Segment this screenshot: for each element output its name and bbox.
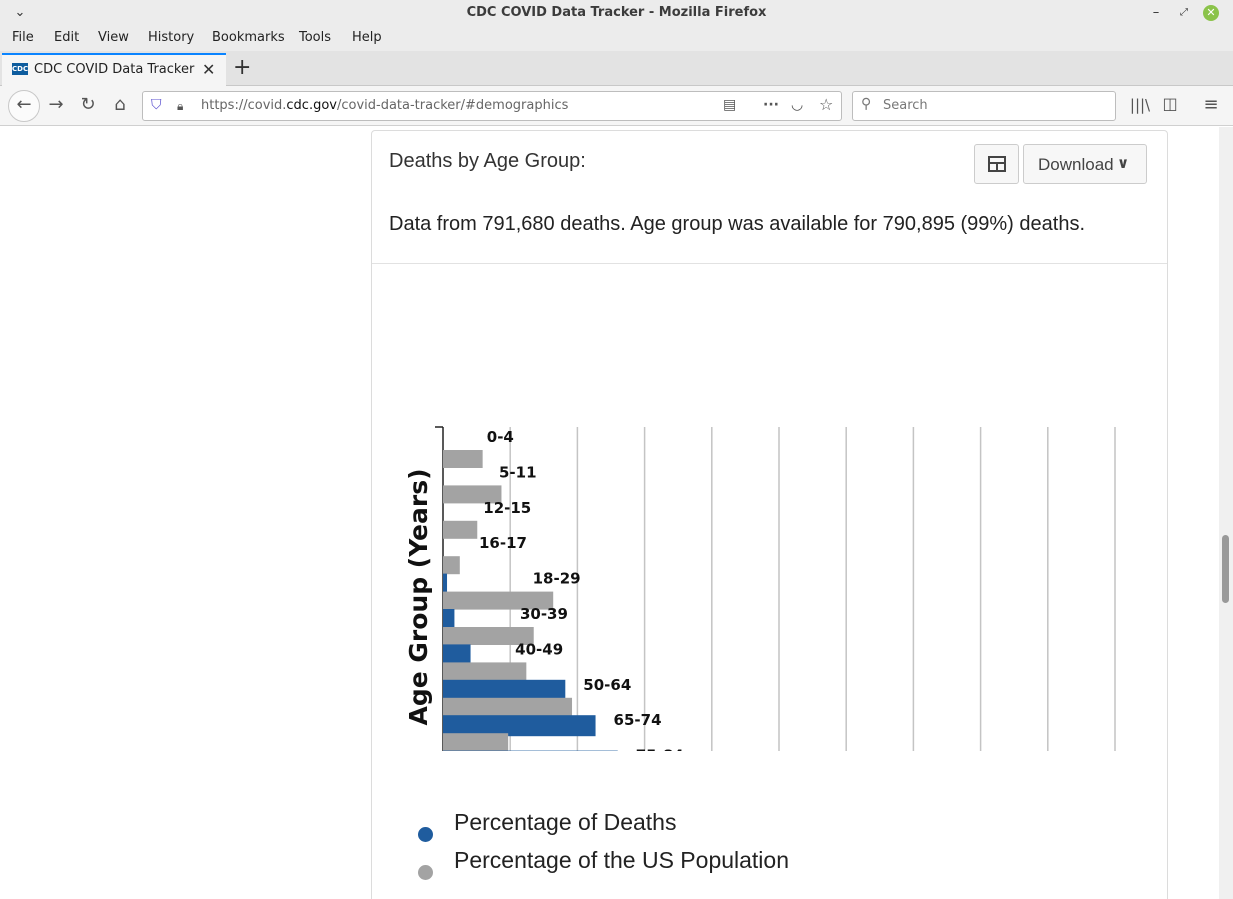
tracking-shield-icon[interactable]: ⛉ <box>151 97 162 113</box>
menu-edit[interactable]: Edit <box>54 30 80 45</box>
pocket-icon[interactable]: ◡ <box>791 97 804 113</box>
deaths-by-age-card: Deaths by Age Group: Download ∨ Data fro… <box>371 130 1168 899</box>
table-view-button[interactable] <box>974 144 1019 184</box>
category-label-40-49: 40-49 <box>515 640 563 658</box>
bookmark-star-icon[interactable]: ☆ <box>819 95 834 114</box>
window-close-icon[interactable]: ✕ <box>1203 5 1219 21</box>
category-label-12-15: 12-15 <box>483 499 531 517</box>
deaths-bar-18-29 <box>443 573 448 595</box>
back-icon[interactable]: ← <box>8 90 40 122</box>
menu-help[interactable]: Help <box>352 30 382 45</box>
category-label-75-84: 75-84 <box>636 747 684 751</box>
card-title: Deaths by Age Group: <box>389 150 586 172</box>
page-scrollbar[interactable] <box>1219 127 1233 899</box>
library-icon[interactable]: |||\ <box>1129 96 1151 114</box>
population-bar-50-64 <box>443 697 573 716</box>
cdc-favicon-icon: CDC <box>12 63 29 75</box>
population-bar-40-49 <box>443 662 527 681</box>
window-menu-icon[interactable]: ⌄ <box>14 5 26 20</box>
table-icon <box>988 156 1006 172</box>
deaths-bar-30-39 <box>443 609 455 630</box>
legend-label-deaths: Percentage of Deaths <box>454 809 677 835</box>
card-divider <box>372 263 1167 264</box>
new-tab-icon[interactable]: + <box>233 55 252 80</box>
population-bar-18-29 <box>443 591 554 610</box>
population-bar-0-4 <box>443 450 483 468</box>
home-icon[interactable]: ⌂ <box>114 94 126 115</box>
window-titlebar: ⌄ CDC COVID Data Tracker - Mozilla Firef… <box>0 0 1233 27</box>
category-label-50-64: 50-64 <box>583 676 631 694</box>
category-label-18-29: 18-29 <box>533 570 581 588</box>
legend-dot-population <box>418 865 433 880</box>
population-bar-16-17 <box>443 556 460 575</box>
lock-icon[interactable]: 🔒︎ <box>177 99 184 113</box>
menu-view[interactable]: View <box>98 30 129 45</box>
category-label-5-11: 5-11 <box>499 463 537 481</box>
population-bar-12-15 <box>443 520 478 539</box>
scrollbar-thumb[interactable] <box>1222 535 1229 603</box>
maximize-icon[interactable]: ⤢ <box>1180 7 1188 18</box>
reload-icon[interactable]: ↻ <box>80 94 96 115</box>
tab-title: CDC COVID Data Tracker <box>34 62 195 77</box>
category-label-65-74: 65-74 <box>614 711 662 729</box>
deaths-bar-65-74 <box>443 715 596 737</box>
deaths-bar-50-64 <box>443 679 566 701</box>
deaths-bar-40-49 <box>443 644 471 666</box>
sidebar-icon[interactable]: ◫ <box>1162 94 1178 113</box>
y-axis-title: Age Group (Years) <box>404 468 433 725</box>
data-description: Data from 791,680 deaths. Age group was … <box>389 213 1086 235</box>
menu-tools[interactable]: Tools <box>299 30 332 45</box>
tab-cdc-covid[interactable]: CDC CDC COVID Data Tracker ✕ <box>2 53 226 86</box>
chevron-down-icon: ∨ <box>1117 154 1130 172</box>
menu-history[interactable]: History <box>148 30 195 45</box>
tab-close-icon[interactable]: ✕ <box>202 60 216 79</box>
page-actions-icon[interactable]: ··· <box>763 97 779 113</box>
menu-bookmarks[interactable]: Bookmarks <box>212 30 285 45</box>
population-bar-5-11 <box>443 485 502 504</box>
legend-label-population: Percentage of the US Population <box>454 847 790 873</box>
search-placeholder: Search <box>883 98 928 113</box>
category-label-0-4: 0-4 <box>487 428 514 446</box>
menu-file[interactable]: File <box>12 30 34 45</box>
reader-view-icon[interactable]: ▤ <box>723 97 737 113</box>
population-bar-30-39 <box>443 627 534 645</box>
navigation-bar: ← → ↻ ⌂ ⛉ 🔒︎ https://covid.cdc.gov/covid… <box>0 86 1233 126</box>
search-icon: ⚲ <box>861 96 872 112</box>
menu-bar: File Edit View History Bookmarks Tools H… <box>0 27 1233 51</box>
population-bar-65-74 <box>443 733 509 751</box>
url-bar[interactable]: ⛉ 🔒︎ https://covid.cdc.gov/covid-data-tr… <box>142 91 842 121</box>
forward-icon[interactable]: → <box>48 94 64 115</box>
download-button[interactable]: Download ∨ <box>1023 144 1147 184</box>
search-bar[interactable]: ⚲ Search <box>852 91 1116 121</box>
page-content: Deaths by Age Group: Download ∨ Data fro… <box>0 127 1219 899</box>
minimize-icon[interactable]: – <box>1152 5 1160 20</box>
legend-dot-deaths <box>418 827 433 842</box>
tab-bar: CDC CDC COVID Data Tracker ✕ + <box>0 51 1233 86</box>
window-title: CDC COVID Data Tracker - Mozilla Firefox <box>466 5 767 20</box>
hamburger-menu-icon[interactable]: ≡ <box>1203 94 1219 115</box>
category-label-30-39: 30-39 <box>520 605 568 623</box>
category-label-16-17: 16-17 <box>479 534 527 552</box>
url-text[interactable]: https://covid.cdc.gov/covid-data-tracker… <box>201 98 569 113</box>
download-label: Download <box>1038 155 1114 174</box>
age-group-bar-chart: 01020304050607080901000-45-1112-1516-171… <box>404 426 1116 751</box>
